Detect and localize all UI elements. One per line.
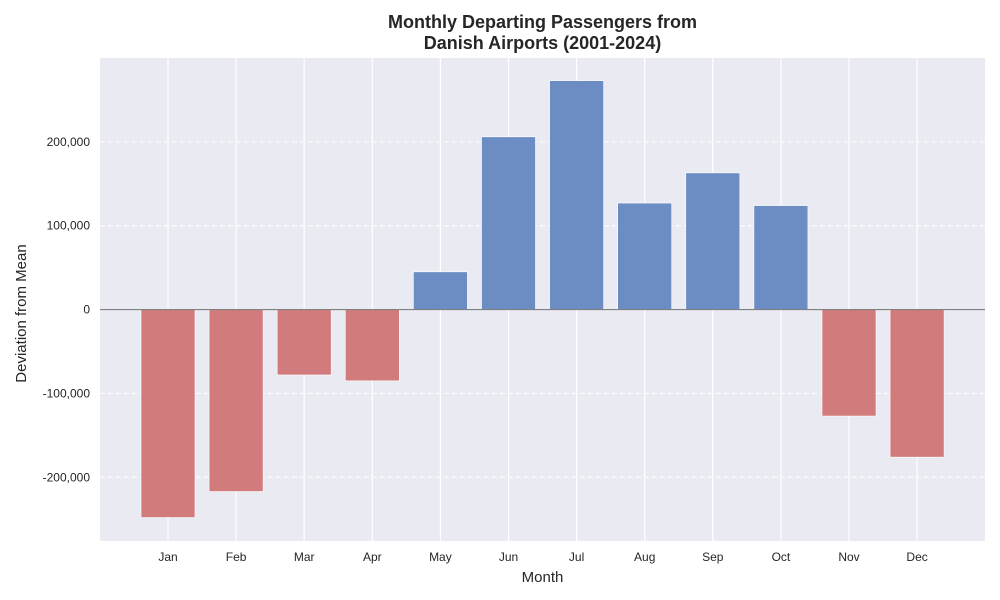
y-tick-label: -200,000 <box>43 470 91 484</box>
x-tick-labels: Jan Feb Mar Apr May Jun Jul Aug Sep Oct Nov Dec <box>158 550 927 564</box>
x-tick-label: Sep <box>702 550 724 564</box>
bar-nov <box>821 309 877 417</box>
bar-may <box>413 271 468 310</box>
x-tick-label: May <box>429 550 452 564</box>
bar-jul <box>549 80 604 310</box>
bar-dec <box>889 309 945 458</box>
x-tick-label: Mar <box>294 550 315 564</box>
bar-oct <box>753 205 809 310</box>
x-tick-label: Jun <box>499 550 518 564</box>
bar-jun <box>481 136 536 310</box>
bar-jan <box>140 309 196 518</box>
bar-feb <box>208 309 264 492</box>
x-tick-label: Oct <box>772 550 791 564</box>
bar-aug <box>617 202 673 310</box>
bar-mar <box>276 309 332 376</box>
x-tick-label: Dec <box>906 550 927 564</box>
x-axis-label: Month <box>522 569 564 586</box>
y-tick-label: 0 <box>83 303 90 317</box>
y-axis-label: Deviation from Mean <box>13 244 30 382</box>
chart-title-line-1: Monthly Departing Passengers from <box>387 12 698 32</box>
chart-title: Monthly Departing Passengers from Danish… <box>100 12 985 54</box>
x-tick-label: Nov <box>838 550 859 564</box>
y-tick-label: -100,000 <box>43 386 91 400</box>
x-tick-label: Feb <box>226 550 247 564</box>
x-tick-label: Jan <box>158 550 177 564</box>
x-tick-label: Apr <box>363 550 382 564</box>
bar-apr <box>344 309 400 382</box>
bars <box>140 80 945 518</box>
x-tick-label: Aug <box>634 550 655 564</box>
y-tick-label: 200,000 <box>47 135 91 149</box>
bar-sep <box>685 172 741 310</box>
chart-title-line-2: Danish Airports (2001-2024) <box>423 33 662 53</box>
y-tick-label: 100,000 <box>47 219 91 233</box>
x-tick-label: Jul <box>569 550 584 564</box>
y-tick-labels: -200,000 -100,000 0 100,000 200,000 <box>43 135 91 484</box>
